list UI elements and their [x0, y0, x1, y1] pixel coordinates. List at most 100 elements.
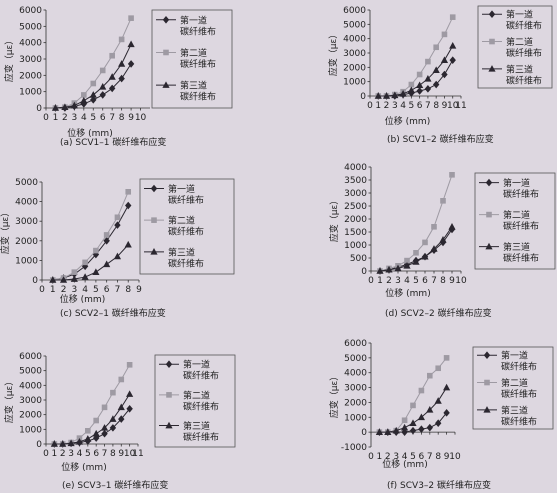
y-axis-label: 应变（με） — [328, 196, 340, 243]
data-point-square — [109, 52, 115, 59]
data-point-diamond — [101, 429, 108, 438]
x-tick-label: 8 — [440, 276, 446, 286]
x-tick-label: 1 — [53, 113, 59, 123]
x-tick-label: 4 — [404, 276, 410, 286]
data-point-triangle — [67, 439, 75, 447]
data-point-diamond — [103, 237, 110, 245]
data-point-triangle — [409, 419, 417, 427]
data-point-square — [413, 250, 419, 256]
data-point-triangle — [92, 429, 100, 437]
data-point-triangle — [439, 236, 447, 243]
data-point-diamond — [90, 96, 97, 104]
data-point-triangle — [448, 223, 456, 230]
legend-label: 第三道碳纤维布 — [501, 404, 537, 427]
legend-label: 第二道碳纤维布 — [180, 47, 216, 70]
legend-marker-diamond — [165, 360, 173, 368]
x-tick-label: 3 — [392, 101, 398, 111]
x-tick-label: 6 — [104, 285, 110, 295]
legend-label: 第一道碳纤维布 — [180, 14, 216, 37]
data-point-diamond — [426, 423, 433, 432]
x-tick-label: 9 — [444, 452, 450, 462]
data-point-square — [449, 14, 456, 20]
y-axis-label: 应变（με） — [327, 30, 339, 77]
legend-marker-diamond — [485, 178, 493, 187]
x-tick-label: 8 — [433, 101, 439, 111]
legend-marker-triangle — [485, 242, 493, 250]
data-point-square — [99, 67, 106, 74]
data-point-triangle — [51, 104, 60, 111]
data-point-triangle — [126, 390, 134, 397]
x-tick-label: 4 — [400, 101, 406, 111]
data-point-triangle — [108, 73, 116, 80]
data-point-triangle — [99, 82, 107, 90]
series-line-2 — [379, 174, 453, 272]
data-point-square — [101, 404, 108, 411]
data-point-triangle — [103, 260, 111, 268]
series-line-3 — [54, 393, 131, 445]
data-point-square — [110, 389, 116, 396]
x-tick-label: 1 — [375, 101, 381, 111]
x-tick-label: 9 — [442, 101, 448, 111]
x-tick-label: 9 — [118, 449, 124, 459]
legend-marker-triangle — [165, 421, 173, 429]
data-point-triangle — [80, 96, 88, 104]
legend-marker-triangle — [162, 81, 170, 88]
legend-marker-diamond — [488, 10, 496, 18]
legend-label: 第一道碳纤维布 — [168, 183, 204, 206]
x-tick-label: 5 — [90, 113, 96, 123]
data-point-diamond — [109, 424, 117, 432]
x-tick-label: 1 — [377, 276, 383, 286]
x-tick-label: 0 — [368, 452, 374, 462]
x-tick-label: 7 — [427, 452, 433, 462]
x-tick-label: 9 — [128, 113, 134, 123]
y-tick-label: 1000 — [344, 413, 367, 423]
legend-marker-triangle — [150, 248, 158, 255]
series-line-3 — [52, 244, 129, 281]
x-tick-label: 8 — [119, 113, 125, 123]
x-tick-label: 0 — [43, 449, 49, 459]
x-tick-label: 6 — [417, 101, 423, 111]
x-tick-label: 5 — [413, 276, 419, 286]
legend-marker-square — [163, 49, 169, 56]
legend-label: 第一道碳纤维布 — [506, 9, 542, 32]
legend-label: 第三道碳纤维布 — [183, 420, 219, 443]
x-tick-label: 3 — [71, 113, 77, 123]
data-point-triangle — [81, 273, 89, 280]
x-tick-label: 5 — [408, 101, 414, 111]
data-point-square — [71, 269, 78, 275]
data-point-triangle — [392, 426, 400, 434]
legend-label: 第二道碳纤维布 — [503, 209, 539, 232]
x-tick-label: 4 — [81, 113, 87, 123]
y-tick-label: 500 — [350, 254, 367, 264]
data-point-square — [449, 172, 455, 178]
y-tick-label: 5000 — [343, 20, 366, 30]
legend-label: 第一道碳纤维布 — [503, 177, 539, 200]
x-tick-label: 2 — [386, 276, 392, 286]
y-tick-label: 2000 — [343, 63, 366, 73]
data-point-triangle — [407, 86, 415, 94]
data-point-diamond — [409, 426, 417, 435]
legend-marker-square — [166, 392, 172, 398]
data-point-diamond — [449, 56, 456, 64]
data-point-triangle — [424, 75, 432, 82]
y-tick-label: 0 — [36, 104, 42, 114]
data-point-triangle — [50, 440, 58, 447]
x-axis-label: 位移 (mm) — [67, 127, 112, 139]
x-tick-label: 2 — [60, 449, 66, 459]
data-point-square — [418, 387, 425, 394]
y-tick-label: -1000 — [341, 443, 367, 453]
x-tick-label: 7 — [431, 276, 437, 286]
x-tick-label: 1 — [377, 452, 383, 462]
data-point-square — [422, 239, 428, 246]
data-point-square — [441, 31, 448, 38]
data-point-diamond — [424, 85, 432, 93]
y-tick-label: 4000 — [343, 35, 366, 45]
x-tick-label: 0 — [367, 101, 373, 111]
data-point-triangle — [70, 101, 78, 109]
x-tick-label: 7 — [425, 101, 431, 111]
chart-caption: (c) SCV2–1 碳纤维布应变 — [60, 307, 166, 319]
y-tick-label: 1500 — [344, 228, 367, 238]
legend-marker-square — [484, 379, 490, 386]
y-tick-label: 5000 — [15, 178, 38, 188]
